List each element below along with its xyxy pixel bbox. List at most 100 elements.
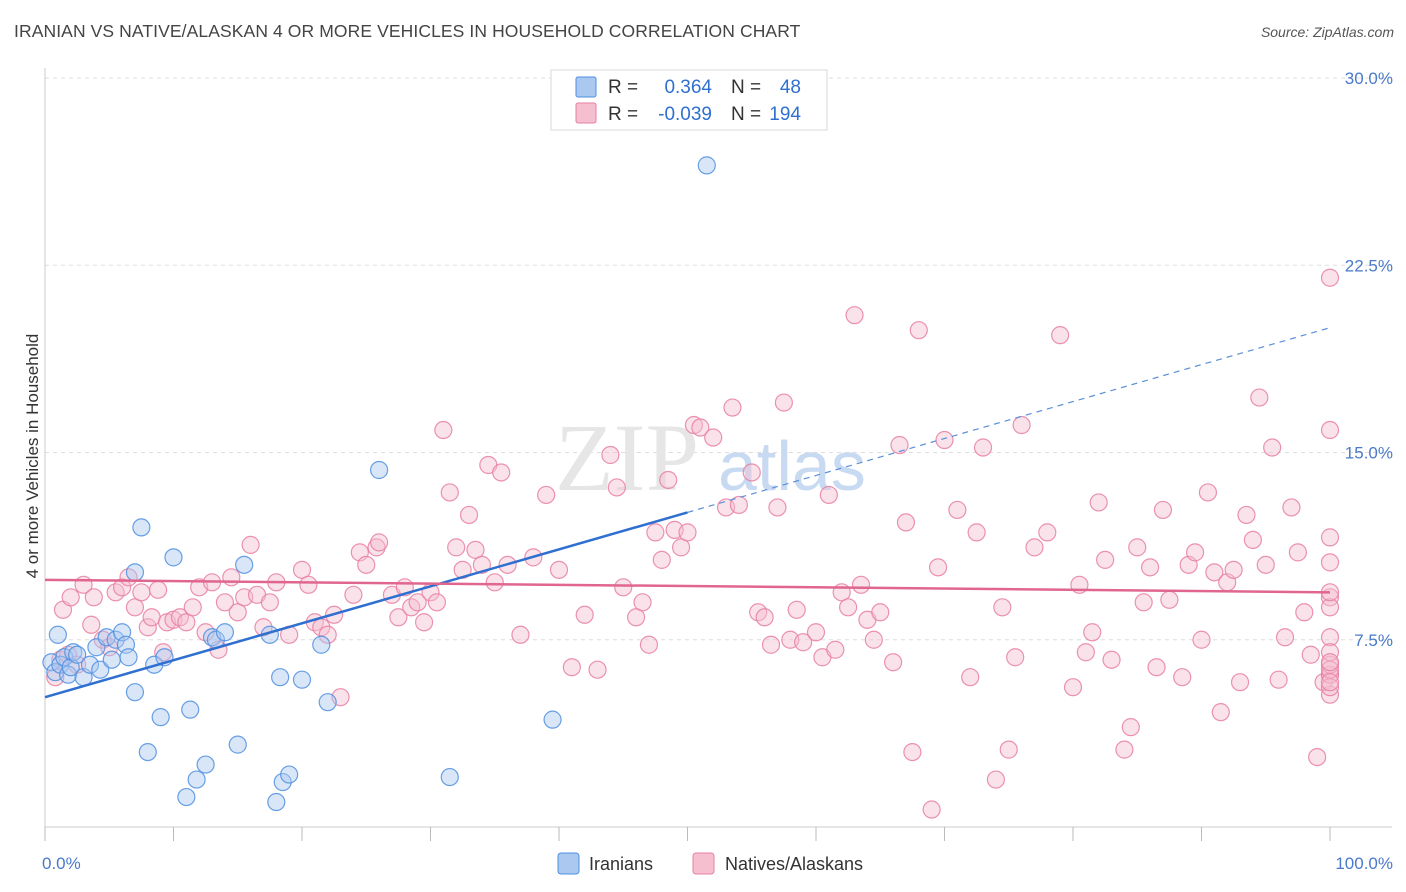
natives-point-123 xyxy=(948,500,967,520)
natives-point-80 xyxy=(626,608,646,627)
natives-point-103 xyxy=(794,633,813,652)
natives-point-115 xyxy=(883,653,903,672)
natives-point-48 xyxy=(357,555,376,574)
natives-point-159 xyxy=(1230,673,1250,692)
natives-point-74 xyxy=(562,658,581,677)
natives-point-148 xyxy=(1153,500,1173,520)
iranians-point-24 xyxy=(151,708,170,727)
natives-point-149 xyxy=(1160,590,1179,609)
iranians-point-26 xyxy=(164,548,183,567)
natives-point-114 xyxy=(871,603,890,622)
natives-point-33 xyxy=(241,535,260,554)
natives-point-187 xyxy=(1320,653,1340,672)
natives-point-152 xyxy=(1185,543,1205,562)
legend-r-label-2: R = xyxy=(608,104,638,125)
natives-point-88 xyxy=(678,523,697,542)
natives-point-91 xyxy=(704,428,723,447)
natives-point-158 xyxy=(1224,560,1243,579)
watermark: ZIP atlas xyxy=(555,404,866,511)
natives-point-153 xyxy=(1192,630,1211,649)
iranians-point-44 xyxy=(370,460,389,480)
natives-point-67 xyxy=(485,573,504,592)
trend-lines xyxy=(44,327,1331,699)
natives-point-177 xyxy=(1320,628,1340,647)
iranians-point-43 xyxy=(318,693,337,712)
natives-point-142 xyxy=(1115,740,1134,759)
natives-point-147 xyxy=(1147,658,1166,677)
natives-point-30 xyxy=(222,568,241,587)
iranians-point-27 xyxy=(177,787,196,807)
natives-point-12 xyxy=(112,578,132,597)
natives-point-182 xyxy=(1320,598,1340,617)
natives-point-61 xyxy=(447,538,466,557)
natives-point-85 xyxy=(659,470,678,490)
natives-point-164 xyxy=(1263,438,1282,457)
legend-box xyxy=(550,69,828,131)
natives-point-40 xyxy=(299,575,318,594)
natives-point-4 xyxy=(61,588,80,607)
iranians-point-39 xyxy=(273,772,292,792)
bottom-legend-iranians: Iranians xyxy=(589,854,653,874)
natives-point-173 xyxy=(1320,528,1340,547)
natives-point-120 xyxy=(922,800,941,819)
natives-point-145 xyxy=(1134,593,1153,612)
natives-point-55 xyxy=(408,593,427,612)
iranians-point-34 xyxy=(228,735,247,754)
y-tick-label-1: 15.0% xyxy=(1345,444,1393,463)
natives-point-137 xyxy=(1076,643,1095,662)
iranians-point-5 xyxy=(59,665,78,684)
bottom-legend-swatch-natives xyxy=(692,852,715,875)
natives-point-179 xyxy=(1320,420,1340,440)
iranians-point-19 xyxy=(125,563,145,582)
natives-point-166 xyxy=(1275,628,1295,647)
natives-point-76 xyxy=(588,660,607,679)
iranians-points xyxy=(42,156,716,812)
iranians-point-45 xyxy=(440,767,459,787)
natives-point-107 xyxy=(826,640,845,659)
iranians-trend-solid xyxy=(44,511,688,699)
natives-point-156 xyxy=(1211,703,1230,722)
natives-point-102 xyxy=(787,600,806,619)
natives-point-169 xyxy=(1295,603,1314,622)
iranians-point-47 xyxy=(697,156,716,175)
natives-point-188 xyxy=(1320,553,1340,572)
natives-point-64 xyxy=(466,540,485,559)
natives-point-39 xyxy=(292,560,312,579)
legend-n-label-1: N = xyxy=(731,77,761,98)
watermark-zip: ZIP xyxy=(555,404,699,511)
x-tick-label-0: 0.0% xyxy=(42,854,81,873)
natives-point-161 xyxy=(1243,530,1263,549)
natives-point-160 xyxy=(1237,505,1256,525)
natives-point-81 xyxy=(633,593,652,612)
natives-point-87 xyxy=(671,538,691,557)
natives-point-109 xyxy=(839,598,858,617)
natives-point-78 xyxy=(607,478,626,497)
natives-point-82 xyxy=(639,635,659,654)
natives-point-121 xyxy=(928,558,948,577)
natives-point-127 xyxy=(986,770,1006,789)
natives-point-146 xyxy=(1140,558,1160,577)
natives-point-106 xyxy=(819,485,838,505)
legend-n-value-1: 48 xyxy=(780,77,801,98)
natives-point-100 xyxy=(774,393,793,412)
legend-swatch-natives xyxy=(575,102,597,124)
natives-point-50 xyxy=(370,533,389,552)
iranians-point-12 xyxy=(91,660,110,679)
bottom-legend: Iranians Natives/Alaskans xyxy=(557,852,863,875)
natives-point-138 xyxy=(1083,623,1102,642)
natives-point-180 xyxy=(1320,665,1340,684)
iranians-point-8 xyxy=(68,645,87,664)
natives-points xyxy=(46,268,1340,819)
x-tick-label-1: 100.0% xyxy=(1335,854,1393,873)
y-tick-label-3: 30.0% xyxy=(1345,69,1393,88)
natives-point-7 xyxy=(82,615,101,634)
y-tick-label-2: 22.5% xyxy=(1345,256,1393,275)
natives-point-58 xyxy=(427,593,447,612)
natives-point-131 xyxy=(1012,415,1031,435)
natives-point-15 xyxy=(132,583,151,602)
natives-point-154 xyxy=(1198,483,1218,502)
natives-point-134 xyxy=(1051,326,1070,345)
y-axis-title: 4 or more Vehicles in Household xyxy=(23,334,42,579)
iranians-point-21 xyxy=(132,518,151,537)
natives-point-18 xyxy=(148,580,168,599)
